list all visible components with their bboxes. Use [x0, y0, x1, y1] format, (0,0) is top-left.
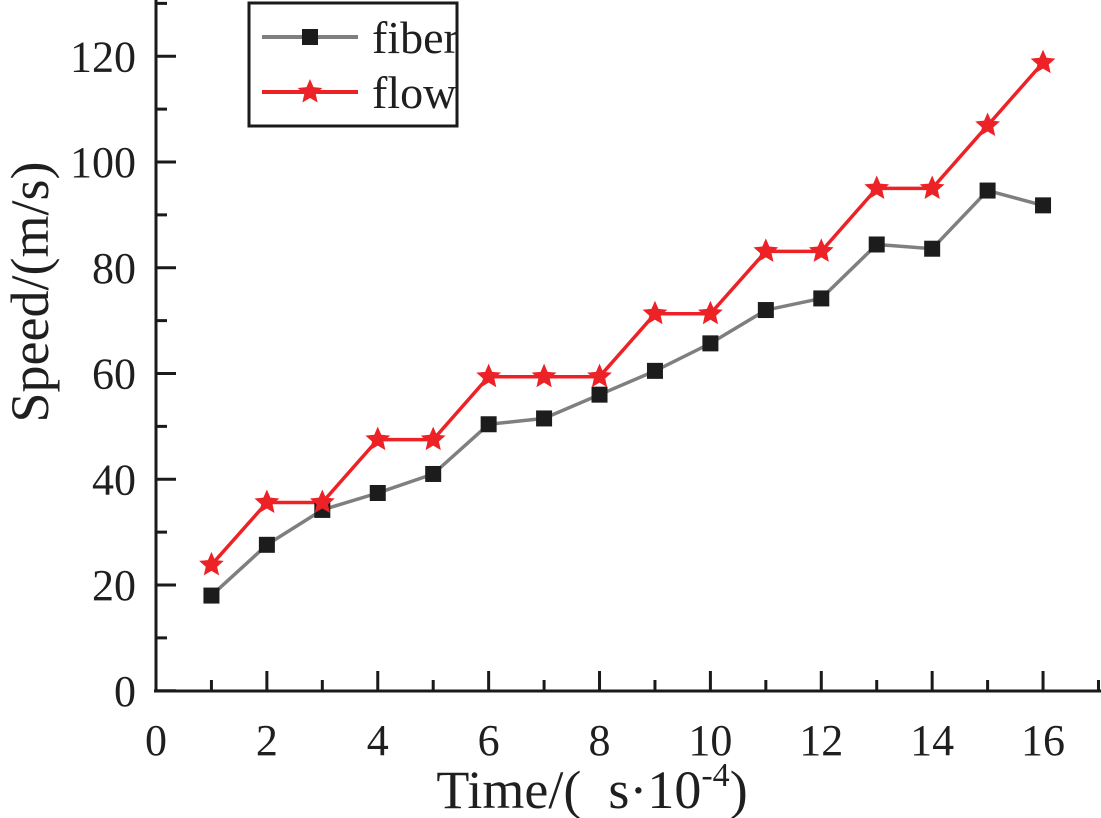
flow-data-point-marker	[808, 238, 834, 262]
legend-square-marker-icon	[302, 29, 318, 45]
flow-data-point-marker	[864, 175, 890, 199]
y-tick-label: 20	[92, 561, 136, 610]
flow-data-point-marker	[365, 426, 391, 451]
flow-data-point-marker	[476, 363, 501, 388]
series-line-flow	[210, 61, 1045, 567]
legend-label-fiber: fiber	[372, 12, 459, 63]
x-tick-label: 10	[688, 716, 732, 765]
y-tick-label: 100	[70, 138, 136, 187]
fiber-data-point-marker	[591, 386, 608, 403]
fiber-data-point-marker	[702, 335, 719, 352]
y-tick-label: 60	[92, 350, 136, 399]
flow-data-point-marker	[698, 300, 723, 325]
flow-data-point-marker	[587, 363, 612, 388]
fiber-data-point-marker	[1035, 197, 1052, 214]
legend-star-marker-icon	[297, 79, 323, 103]
x-axis-title-superscript: -4	[701, 757, 729, 794]
flow-data-point-marker	[975, 112, 1000, 137]
legend-box	[247, 1, 459, 128]
legend-label-flow: flow	[372, 67, 457, 118]
flow-data-point-marker	[309, 489, 335, 514]
x-tick-label: 8	[589, 716, 611, 765]
x-axis-title-main: Time/( s·10	[436, 760, 701, 818]
fiber-data-point-marker	[868, 236, 885, 253]
fiber-data-point-marker	[480, 416, 497, 433]
y-tick-label: 120	[70, 32, 136, 81]
fiber-data-point-marker	[425, 465, 442, 482]
flow-data-point-marker	[254, 489, 280, 514]
series-line-fiber	[210, 188, 1044, 597]
fiber-data-point-marker	[203, 587, 220, 604]
x-tick-label: 2	[256, 716, 278, 765]
fiber-data-point-marker	[258, 536, 275, 553]
flow-data-point-marker	[531, 363, 557, 388]
y-tick-label: 80	[92, 244, 136, 293]
flow-data-point-marker	[642, 300, 668, 325]
fiber-data-point-marker	[536, 410, 553, 427]
x-tick-label: 16	[1021, 716, 1065, 765]
fiber-data-point-marker	[369, 484, 386, 501]
flow-data-point-marker	[420, 426, 446, 451]
flow-data-point-marker	[753, 238, 779, 262]
x-tick-label: 12	[799, 716, 843, 765]
x-tick-label: 14	[910, 716, 954, 765]
legend: fiber flow	[247, 1, 459, 128]
x-tick-label: 4	[367, 716, 389, 765]
legend-marker-fiber	[302, 29, 318, 45]
y-axis-title: Speed/(m/s)	[0, 162, 60, 423]
fiber-data-point-marker	[757, 302, 774, 319]
x-tick-label: 0	[145, 716, 167, 765]
flow-data-point-marker	[199, 551, 224, 576]
fiber-data-point-marker	[813, 290, 830, 307]
x-tick-label: 6	[478, 716, 500, 765]
flow-data-point-marker	[1030, 49, 1056, 74]
fiber-data-point-marker	[979, 182, 996, 199]
x-axis-title-close: )	[730, 760, 748, 818]
flow-data-point-marker	[919, 175, 945, 199]
fiber-data-point-marker	[646, 362, 663, 379]
y-tick-label: 40	[92, 455, 136, 504]
fiber-data-point-marker	[924, 240, 941, 257]
x-axis-title: Time/( s·10-4)	[436, 757, 747, 818]
y-tick-label: 0	[114, 667, 136, 716]
plot-area: 0 2 4 6 8 10 12 14 16 0 20 40 60 80 100 120	[70, 1, 1100, 765]
legend-marker-flow	[297, 79, 323, 103]
